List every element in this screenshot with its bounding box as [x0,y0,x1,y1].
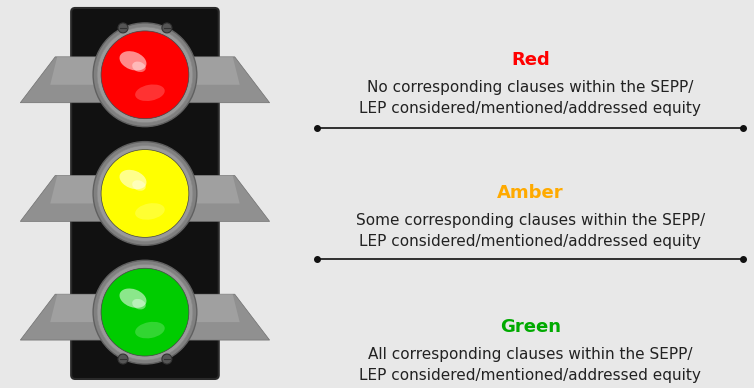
FancyBboxPatch shape [71,8,219,379]
Circle shape [97,146,193,241]
Polygon shape [20,175,270,222]
Text: No corresponding clauses within the SEPP/
LEP considered/mentioned/addressed equ: No corresponding clauses within the SEPP… [360,80,701,116]
Circle shape [97,27,193,123]
Text: Some corresponding clauses within the SEPP/
LEP considered/mentioned/addressed e: Some corresponding clauses within the SE… [356,213,705,249]
Ellipse shape [132,180,146,191]
Circle shape [162,354,172,364]
Circle shape [118,354,128,364]
Ellipse shape [132,62,146,72]
Polygon shape [20,294,270,340]
Circle shape [93,23,197,126]
Circle shape [101,150,188,237]
Polygon shape [51,294,240,322]
Circle shape [162,23,172,33]
Circle shape [101,31,188,119]
Text: Green: Green [500,318,561,336]
Text: Amber: Amber [497,184,564,203]
Circle shape [97,264,193,360]
Ellipse shape [120,51,146,71]
Circle shape [93,260,197,364]
Ellipse shape [135,85,164,101]
Ellipse shape [132,299,146,309]
Ellipse shape [135,322,164,338]
Polygon shape [20,57,270,103]
Ellipse shape [135,203,164,220]
Text: All corresponding clauses within the SEPP/
LEP considered/mentioned/addressed eq: All corresponding clauses within the SEP… [360,347,701,383]
Ellipse shape [120,170,146,189]
Circle shape [93,142,197,245]
Circle shape [118,23,128,33]
Polygon shape [51,57,240,85]
Text: Red: Red [511,51,550,69]
Ellipse shape [120,289,146,308]
Polygon shape [51,175,240,203]
Circle shape [101,268,188,356]
